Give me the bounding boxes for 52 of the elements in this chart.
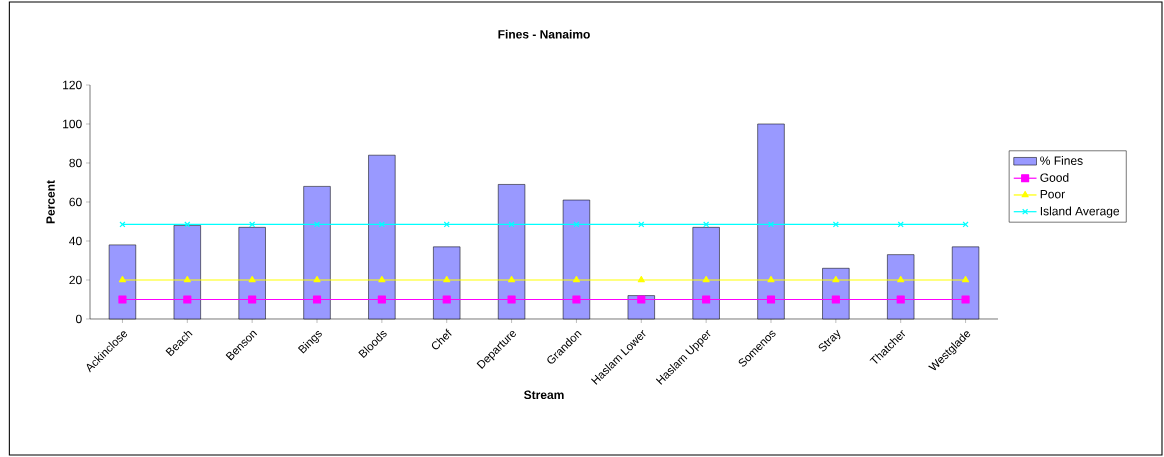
point bbox=[961, 275, 970, 283]
point bbox=[118, 275, 127, 283]
point bbox=[378, 221, 385, 228]
y-tick-label: 0 bbox=[75, 314, 82, 324]
y-tick-label: 40 bbox=[69, 236, 82, 246]
point bbox=[831, 295, 840, 304]
point bbox=[896, 295, 905, 304]
point bbox=[703, 221, 710, 228]
point bbox=[118, 295, 127, 304]
point bbox=[312, 295, 322, 304]
point bbox=[184, 221, 191, 228]
point bbox=[378, 275, 386, 283]
y-tick-label: 80 bbox=[69, 158, 82, 168]
point bbox=[313, 221, 321, 228]
point bbox=[832, 275, 840, 283]
point bbox=[637, 295, 646, 304]
point bbox=[377, 295, 386, 304]
point bbox=[183, 295, 192, 304]
point bbox=[313, 275, 321, 283]
y-axis-title: Percent bbox=[46, 180, 55, 224]
point bbox=[507, 295, 516, 304]
y-tick-label: 120 bbox=[63, 80, 82, 90]
legend-label: Good bbox=[1040, 173, 1069, 182]
point bbox=[572, 275, 581, 283]
point bbox=[443, 275, 451, 283]
legend-label: % Fines bbox=[1040, 156, 1083, 165]
y-tick-label: 20 bbox=[69, 275, 82, 285]
point bbox=[702, 275, 710, 283]
point bbox=[443, 221, 450, 228]
x-axis-title: Stream bbox=[524, 390, 564, 400]
point bbox=[766, 295, 776, 304]
y-tick-label: 100 bbox=[63, 119, 82, 129]
point bbox=[572, 295, 581, 304]
chart-title: Fines - Nanaimo bbox=[498, 29, 590, 39]
point bbox=[897, 221, 904, 228]
point bbox=[897, 275, 905, 283]
point bbox=[767, 221, 775, 228]
point bbox=[961, 295, 970, 304]
legend-label: Island Average bbox=[1040, 206, 1120, 218]
point bbox=[637, 275, 645, 283]
point bbox=[702, 295, 711, 304]
point bbox=[767, 275, 775, 283]
legend-label: Poor bbox=[1040, 190, 1065, 199]
y-tick-label: 60 bbox=[69, 197, 82, 207]
point bbox=[248, 275, 256, 283]
point bbox=[183, 275, 191, 283]
point bbox=[249, 221, 256, 228]
point bbox=[638, 221, 645, 228]
point bbox=[442, 295, 451, 304]
point bbox=[832, 221, 839, 228]
point bbox=[248, 295, 257, 304]
point bbox=[507, 275, 516, 283]
